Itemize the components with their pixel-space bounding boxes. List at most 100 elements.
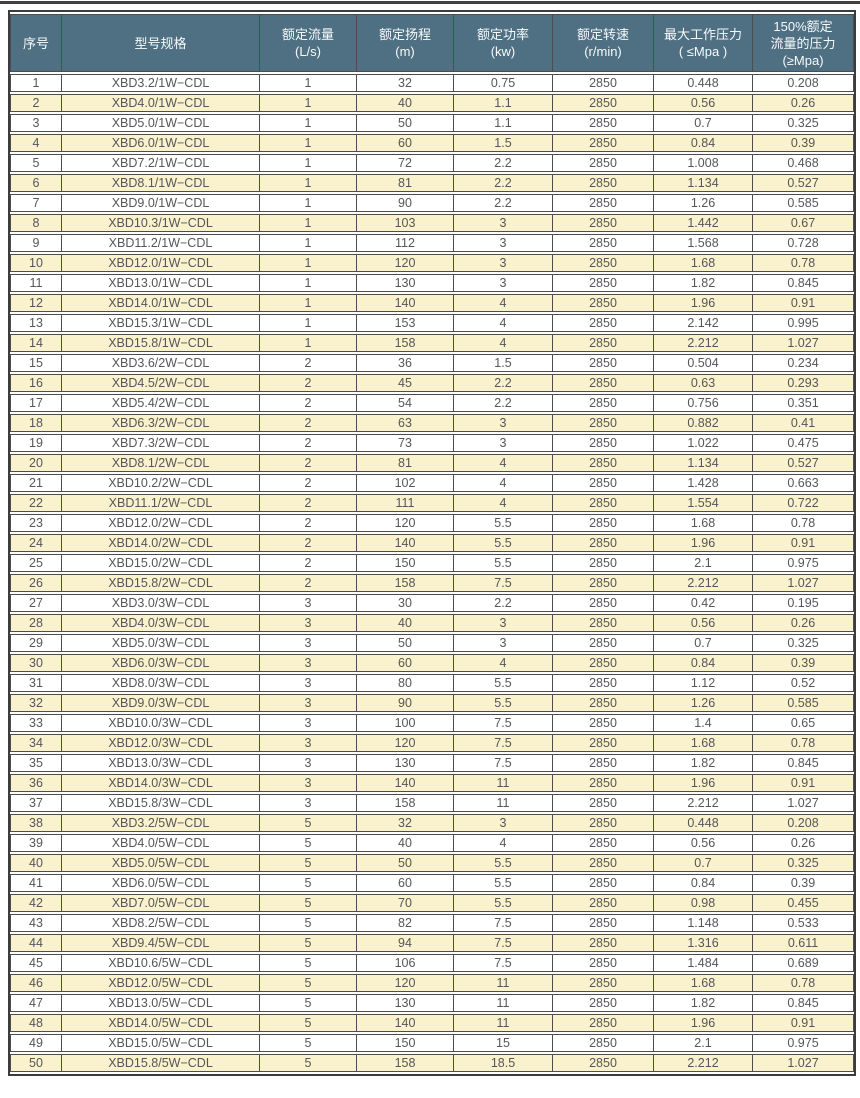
cell-value: 3 — [260, 754, 357, 772]
cell-model: XBD8.0/3W−CDL — [62, 674, 260, 692]
cell-value: 90 — [357, 694, 454, 712]
cell-value: 0.41 — [753, 414, 854, 432]
cell-value: 2850 — [553, 474, 654, 492]
cell-model: XBD14.0/5W−CDL — [62, 1014, 260, 1032]
cell-value: 1.022 — [654, 434, 753, 452]
column-header-4: 额定扬程 (m) — [357, 14, 454, 72]
cell-value: 1.96 — [654, 294, 753, 312]
cell-model: XBD6.3/2W−CDL — [62, 414, 260, 432]
cell-value: 2850 — [553, 114, 654, 132]
cell-value: 1.5 — [454, 134, 553, 152]
cell-value: 2.212 — [654, 1054, 753, 1072]
cell-value: 5.5 — [454, 534, 553, 552]
cell-value: 2.2 — [454, 374, 553, 392]
cell-model: XBD10.3/1W−CDL — [62, 214, 260, 232]
cell-value: 2 — [260, 454, 357, 472]
table-row: 2 XBD4.0/1W−CDL 1 40 1.1 2850 0.56 0.26 — [10, 94, 854, 112]
cell-value: 158 — [357, 334, 454, 352]
cell-value: 4 — [454, 294, 553, 312]
cell-value: 18.5 — [454, 1054, 553, 1072]
cell-value: 2850 — [553, 514, 654, 532]
cell-value: 0.78 — [753, 514, 854, 532]
cell-value: 158 — [357, 794, 454, 812]
table-row: 6 XBD8.1/1W−CDL 1 81 2.2 2850 1.134 0.527 — [10, 174, 854, 192]
cell-value: 40 — [357, 834, 454, 852]
cell-value: 3 — [260, 654, 357, 672]
cell-value: 3 — [454, 814, 553, 832]
cell-value: 7.5 — [454, 734, 553, 752]
table-row: 15 XBD3.6/2W−CDL 2 36 1.5 2850 0.504 0.234 — [10, 354, 854, 372]
column-title: 型号规格 — [134, 35, 187, 51]
cell-value: 2850 — [553, 974, 654, 992]
cell-value: 2.212 — [654, 334, 753, 352]
cell-value: 0.468 — [753, 154, 854, 172]
cell-value: 72 — [357, 154, 454, 172]
cell-value: 0.91 — [753, 534, 854, 552]
column-unit: ( ≤Mpa ) — [678, 44, 728, 59]
cell-value: 81 — [357, 454, 454, 472]
cell-value: 5.5 — [454, 854, 553, 872]
cell-value: 1.68 — [654, 734, 753, 752]
column-title: 额定流量 — [281, 27, 334, 42]
cell-value: 2850 — [553, 274, 654, 292]
cell-value: 0.975 — [753, 554, 854, 572]
cell-serial: 13 — [10, 314, 62, 332]
cell-value: 1 — [260, 94, 357, 112]
cell-value: 150 — [357, 1034, 454, 1052]
cell-value: 130 — [357, 754, 454, 772]
cell-value: 0.663 — [753, 474, 854, 492]
cell-value: 0.689 — [753, 954, 854, 972]
table-row: 39 XBD4.0/5W−CDL 5 40 4 2850 0.56 0.26 — [10, 834, 854, 852]
cell-value: 5 — [260, 954, 357, 972]
cell-value: 40 — [357, 614, 454, 632]
cell-value: 102 — [357, 474, 454, 492]
cell-value: 1.484 — [654, 954, 753, 972]
cell-value: 5.5 — [454, 514, 553, 532]
cell-value: 1.568 — [654, 234, 753, 252]
cell-model: XBD4.0/5W−CDL — [62, 834, 260, 852]
cell-model: XBD7.0/5W−CDL — [62, 894, 260, 912]
cell-value: 1.027 — [753, 334, 854, 352]
cell-value: 158 — [357, 574, 454, 592]
cell-value: 2.2 — [454, 594, 553, 612]
column-header-3: 额定流量 (L/s) — [260, 14, 357, 72]
cell-value: 0.65 — [753, 714, 854, 732]
cell-value: 3 — [454, 434, 553, 452]
cell-value: 7.5 — [454, 914, 553, 932]
table-row: 48 XBD14.0/5W−CDL 5 140 11 2850 1.96 0.91 — [10, 1014, 854, 1032]
cell-value: 140 — [357, 294, 454, 312]
column-header-6: 额定转速 (r/min) — [553, 14, 654, 72]
cell-value: 2 — [260, 354, 357, 372]
cell-value: 1.1 — [454, 114, 553, 132]
pump-spec-table: 序号 型号规格 额定流量 (L/s) 额定扬程 (m) 额定功率 (kw) 额定转速 (r/min… — [8, 10, 856, 1076]
cell-value: 2 — [260, 474, 357, 492]
cell-model: XBD8.1/1W−CDL — [62, 174, 260, 192]
cell-value: 1 — [260, 274, 357, 292]
table-row: 13 XBD15.3/1W−CDL 1 153 4 2850 2.142 0.995 — [10, 314, 854, 332]
cell-value: 1 — [260, 194, 357, 212]
table-row: 31 XBD8.0/3W−CDL 3 80 5.5 2850 1.12 0.52 — [10, 674, 854, 692]
column-unit: (m) — [395, 44, 415, 59]
table-row: 16 XBD4.5/2W−CDL 2 45 2.2 2850 0.63 0.293 — [10, 374, 854, 392]
cell-value: 1.027 — [753, 574, 854, 592]
cell-value: 2850 — [553, 894, 654, 912]
cell-value: 1 — [260, 254, 357, 272]
cell-value: 3 — [454, 234, 553, 252]
cell-value: 2850 — [553, 994, 654, 1012]
column-title: 额定扬程 — [378, 27, 431, 42]
cell-value: 2 — [260, 374, 357, 392]
cell-value: 50 — [357, 854, 454, 872]
table-row: 28 XBD4.0/3W−CDL 3 40 3 2850 0.56 0.26 — [10, 614, 854, 632]
cell-serial: 26 — [10, 574, 62, 592]
cell-value: 0.91 — [753, 774, 854, 792]
cell-value: 2850 — [553, 534, 654, 552]
cell-serial: 18 — [10, 414, 62, 432]
cell-value: 0.84 — [654, 874, 753, 892]
table-row: 34 XBD12.0/3W−CDL 3 120 7.5 2850 1.68 0.78 — [10, 734, 854, 752]
cell-value: 45 — [357, 374, 454, 392]
cell-value: 1 — [260, 334, 357, 352]
table-row: 25 XBD15.0/2W−CDL 2 150 5.5 2850 2.1 0.975 — [10, 554, 854, 572]
table-row: 36 XBD14.0/3W−CDL 3 140 11 2850 1.96 0.91 — [10, 774, 854, 792]
cell-value: 32 — [357, 814, 454, 832]
cell-value: 3 — [260, 714, 357, 732]
